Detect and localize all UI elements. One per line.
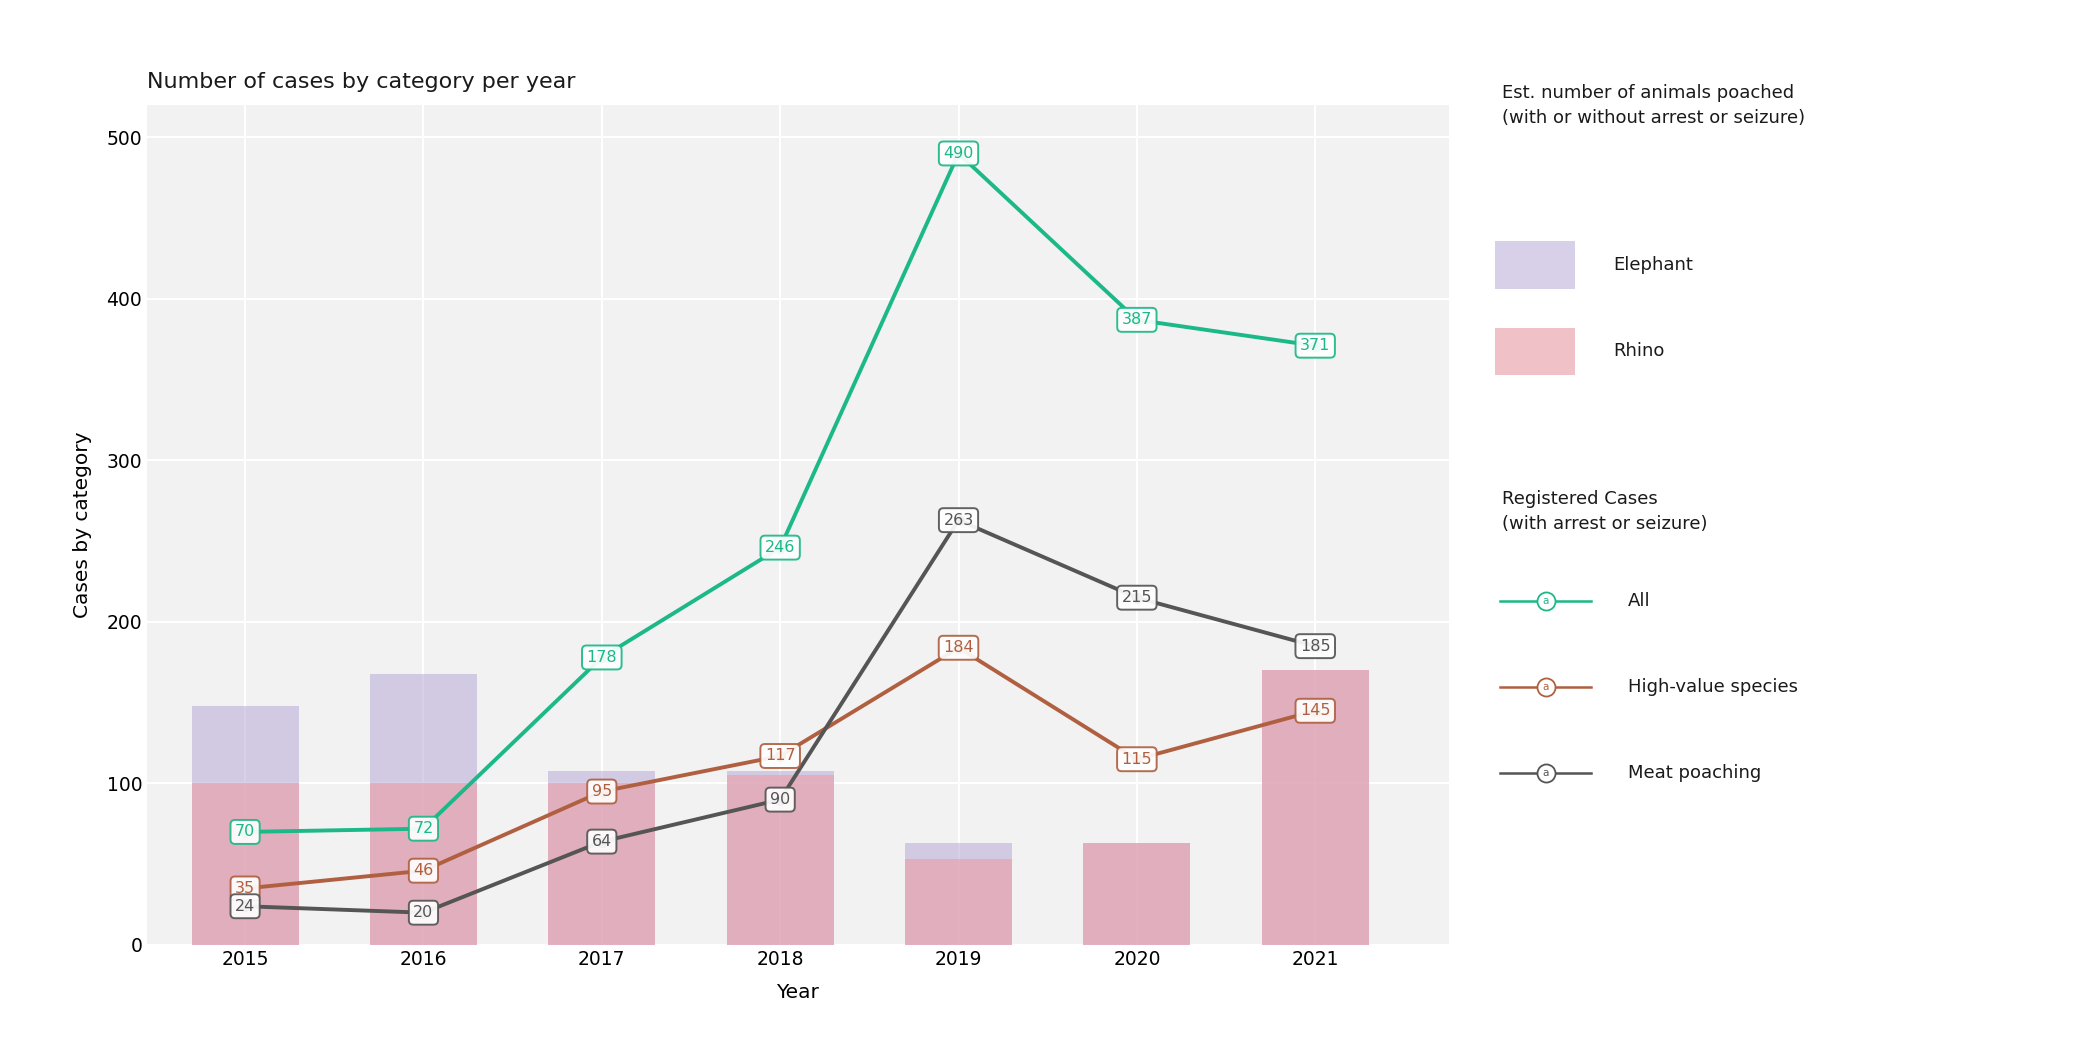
Bar xyxy=(727,771,834,945)
Bar xyxy=(191,783,298,945)
Text: 46: 46 xyxy=(414,863,433,878)
Text: a: a xyxy=(1541,595,1550,606)
Bar xyxy=(191,706,298,945)
Bar xyxy=(727,775,834,945)
Bar xyxy=(905,843,1012,945)
Bar xyxy=(370,674,477,945)
Text: 70: 70 xyxy=(235,824,256,839)
Text: a: a xyxy=(1541,681,1550,692)
Text: a: a xyxy=(1541,768,1550,778)
Text: Number of cases by category per year: Number of cases by category per year xyxy=(147,72,575,92)
Text: 185: 185 xyxy=(1300,638,1331,654)
Text: Registered Cases
(with arrest or seizure): Registered Cases (with arrest or seizure… xyxy=(1502,490,1707,533)
Text: 64: 64 xyxy=(592,834,611,849)
Text: 184: 184 xyxy=(943,640,974,655)
Bar xyxy=(1262,670,1369,945)
Text: Rhino: Rhino xyxy=(1613,342,1663,360)
Text: 117: 117 xyxy=(764,749,796,763)
Text: 20: 20 xyxy=(414,905,433,920)
Text: Elephant: Elephant xyxy=(1613,256,1693,274)
Text: 387: 387 xyxy=(1121,312,1153,328)
Bar xyxy=(1262,670,1369,945)
Bar xyxy=(1084,843,1191,945)
Text: Meat poaching: Meat poaching xyxy=(1628,763,1760,782)
Text: 371: 371 xyxy=(1300,338,1331,353)
Text: 246: 246 xyxy=(764,540,796,555)
Y-axis label: Cases by category: Cases by category xyxy=(74,432,92,618)
Text: High-value species: High-value species xyxy=(1628,677,1798,696)
X-axis label: Year: Year xyxy=(777,983,819,1002)
Text: 72: 72 xyxy=(414,821,433,836)
Bar xyxy=(905,859,1012,945)
Text: Est. number of animals poached
(with or without arrest or seizure): Est. number of animals poached (with or … xyxy=(1502,84,1804,127)
Text: 215: 215 xyxy=(1121,590,1153,605)
Text: 178: 178 xyxy=(586,650,617,665)
Text: 145: 145 xyxy=(1300,704,1331,718)
Text: All: All xyxy=(1628,591,1651,610)
Text: 35: 35 xyxy=(235,881,256,896)
Bar xyxy=(548,771,655,945)
Bar xyxy=(1084,843,1191,945)
Text: 490: 490 xyxy=(943,146,974,161)
Text: 95: 95 xyxy=(592,784,611,799)
Text: 263: 263 xyxy=(943,512,974,528)
Text: 115: 115 xyxy=(1121,752,1153,766)
Bar xyxy=(370,783,477,945)
Bar xyxy=(548,783,655,945)
Text: 24: 24 xyxy=(235,899,256,914)
Text: 90: 90 xyxy=(771,792,790,807)
